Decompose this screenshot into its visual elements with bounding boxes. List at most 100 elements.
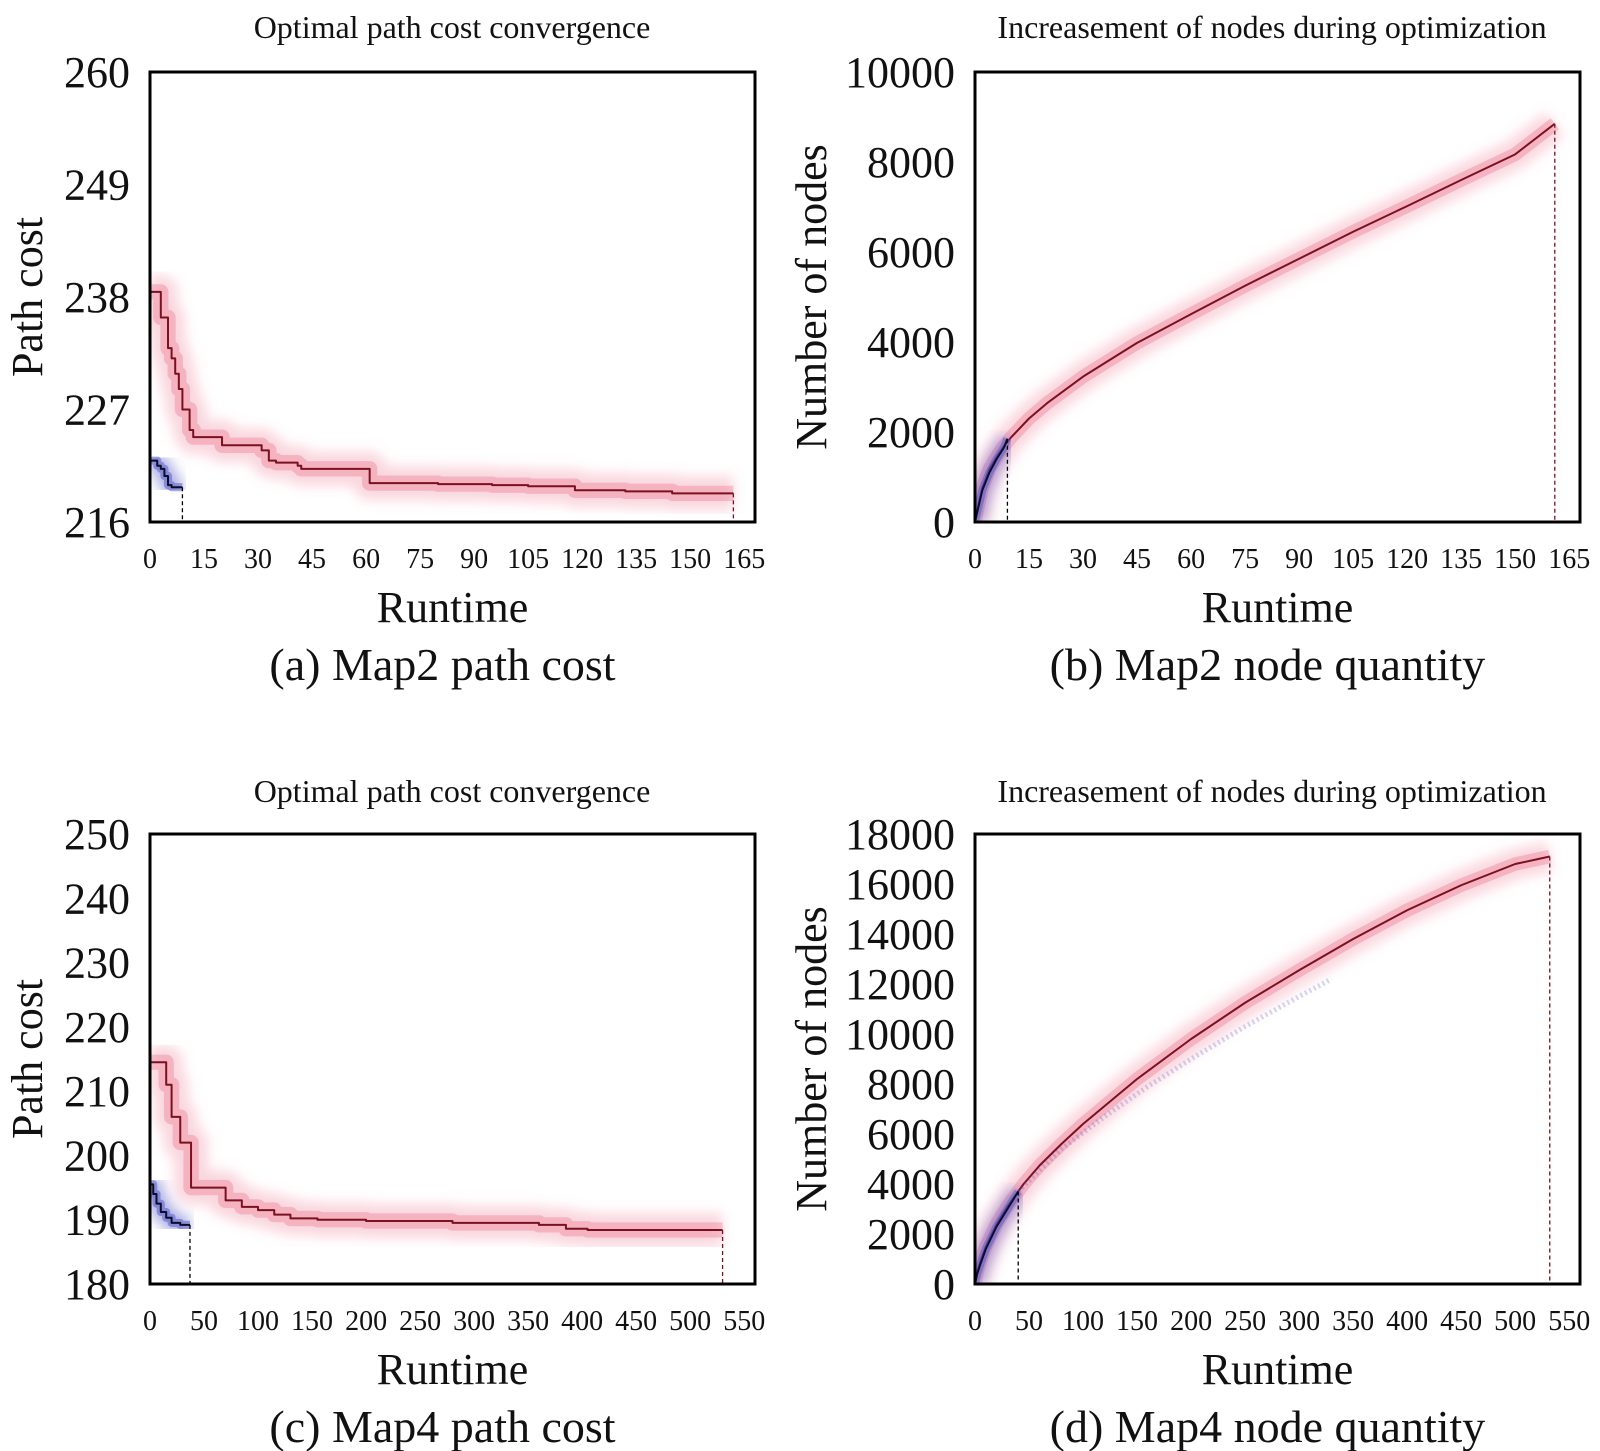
x-tick-label: 200 [345,1306,387,1337]
y-tick-label: 10000 [845,1010,955,1059]
series-line-1 [975,438,1009,522]
y-tick-label: 210 [64,1067,130,1116]
x-tick-label: 120 [1386,544,1428,575]
y-tick-label: 12000 [845,960,955,1009]
y-tick-label: 4000 [867,1160,955,1209]
x-tick-label: 350 [507,1306,549,1337]
series-line-1 [150,1183,190,1226]
x-tick-label: 150 [1116,1306,1158,1337]
series-band-core-0 [975,118,1559,522]
x-tick-label: 90 [460,544,488,575]
y-tick-label: 18000 [845,810,955,859]
y-tick-label: 16000 [845,860,955,909]
y-tick-label: 200 [64,1131,130,1180]
x-tick-label: 250 [1224,1306,1266,1337]
x-axis-label: Runtime [377,1345,529,1394]
y-tick-label: 249 [64,161,130,210]
y-tick-label: 260 [64,48,130,97]
series-line-1 [975,1190,1020,1284]
series-band-0 [150,274,734,511]
panel-caption: (d) Map4 node quantity [1050,1401,1486,1451]
y-tick-label: 230 [64,939,130,988]
y-tick-label: 2000 [867,1210,955,1259]
y-tick-label: 227 [64,386,130,435]
chart-panel-1: Optimal path cost convergence 0 15 30 45 60 75… [3,9,765,690]
y-tick-label: 8000 [867,1060,955,1109]
y-tick-label: 8000 [867,138,955,187]
x-tick-label: 45 [298,544,326,575]
y-tick-label: 2000 [867,408,955,457]
plot-frame [973,70,1582,524]
x-tick-label: 105 [1332,544,1374,575]
chart-title: Optimal path cost convergence [254,773,651,809]
x-axis-label: Runtime [377,583,529,632]
x-tick-label: 350 [1332,1306,1374,1337]
x-tick-label: 250 [399,1306,441,1337]
y-tick-label: 250 [64,810,130,859]
panel-caption: (c) Map4 path cost [269,1401,615,1451]
x-tick-label: 0 [968,1306,982,1337]
x-tick-label: 60 [1177,544,1205,575]
y-tick-label: 10000 [845,48,955,97]
x-tick-label: 550 [723,1306,765,1337]
x-tick-label: 15 [190,544,218,575]
x-tick-label: 135 [1440,544,1482,575]
y-tick-label: 216 [64,498,130,547]
x-tick-label: 30 [1069,544,1097,575]
y-tick-label: 6000 [867,228,955,277]
series-line-0 [150,1061,723,1231]
x-tick-label: 120 [561,544,603,575]
x-tick-label: 150 [1494,544,1536,575]
series-line-1 [150,459,183,489]
x-tick-label: 30 [244,544,272,575]
x-tick-label: 500 [1494,1306,1536,1337]
x-tick-label: 50 [1015,1306,1043,1337]
panel-caption: (b) Map2 node quantity [1050,639,1486,690]
series-line-0 [150,290,734,495]
x-tick-label: 75 [1231,544,1259,575]
x-tick-label: 0 [143,1306,157,1337]
plot-area [975,111,1564,522]
plot-area [975,841,1553,1284]
x-tick-label: 90 [1285,544,1313,575]
y-tick-label: 0 [933,498,955,547]
series-band-core-0 [150,284,734,502]
x-tick-label: 100 [237,1306,279,1337]
series-band-core-0 [975,849,1552,1284]
x-axis-label: Runtime [1202,583,1354,632]
series-line-0 [975,855,1550,1284]
x-tick-label: 50 [190,1306,218,1337]
y-tick-label: 0 [933,1260,955,1309]
y-axis-label: Path cost [3,217,52,377]
x-tick-label: 15 [1015,544,1043,575]
x-tick-label: 550 [1548,1306,1590,1337]
chart-title: Increasement of nodes during optimizatio… [997,9,1546,45]
plot-frame [973,832,1582,1286]
x-tick-label: 60 [352,544,380,575]
x-tick-label: 0 [143,544,157,575]
y-tick-label: 14000 [845,910,955,959]
x-tick-label: 450 [1440,1306,1482,1337]
y-axis-label: Path cost [3,979,52,1139]
x-tick-label: 450 [615,1306,657,1337]
series-band-0 [975,841,1553,1284]
y-tick-label: 4000 [867,318,955,367]
x-tick-label: 400 [1386,1306,1428,1337]
chart-title: Optimal path cost convergence [254,9,651,45]
plot-frame [148,832,757,1286]
y-axis-label: Number of nodes [787,144,836,450]
y-tick-label: 180 [64,1260,130,1309]
plot-area [150,274,735,522]
x-tick-label: 300 [453,1306,495,1337]
x-tick-label: 100 [1062,1306,1104,1337]
y-tick-label: 238 [64,273,130,322]
y-tick-label: 190 [64,1196,130,1245]
x-tick-label: 105 [507,544,549,575]
y-tick-label: 240 [64,874,130,923]
plot-frame [148,70,757,524]
y-tick-label: 220 [64,1003,130,1052]
x-tick-label: 135 [615,544,657,575]
y-tick-label: 6000 [867,1110,955,1159]
x-tick-label: 165 [723,544,765,575]
